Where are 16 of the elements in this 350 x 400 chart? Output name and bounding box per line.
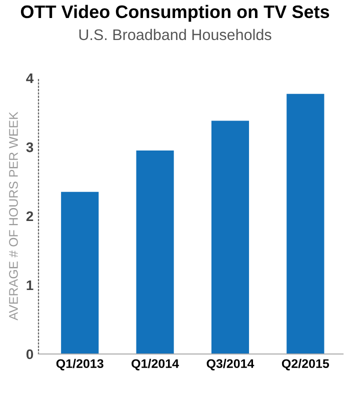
- y-tick-label: 3: [26, 142, 34, 152]
- y-tick-label: 0: [26, 349, 34, 360]
- x-tick-label: Q3/2014: [206, 358, 254, 370]
- y-tick-label: 4: [26, 73, 34, 84]
- chart-subtitle: U.S. Broadband Households: [79, 28, 272, 40]
- chart-title: OTT Video Consumption on TV Sets: [20, 4, 330, 22]
- y-tick-label: 1: [26, 280, 34, 290]
- bar: [61, 192, 99, 354]
- bar: [286, 94, 324, 354]
- x-tick-label: Q1/2014: [132, 358, 179, 370]
- x-tick-label: Q1/2013: [56, 358, 104, 370]
- y-tick-label: 2: [26, 211, 34, 222]
- y-axis-title: AVERAGE # OF HOURS PER WEEK: [9, 112, 18, 320]
- x-tick-label: Q2/2015: [282, 358, 330, 370]
- bar: [211, 120, 250, 354]
- bar: [136, 150, 174, 354]
